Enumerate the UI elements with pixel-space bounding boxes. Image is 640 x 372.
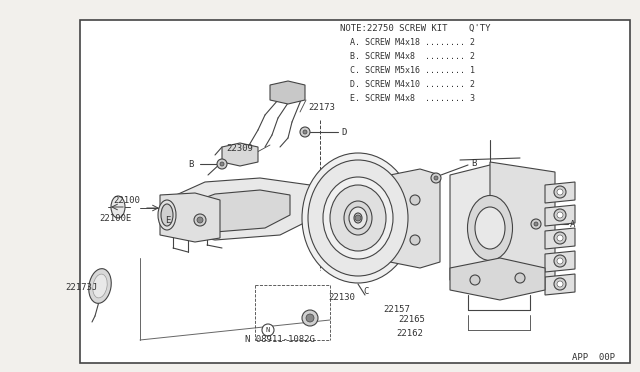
Text: 22309: 22309 — [226, 144, 253, 153]
Text: B. SCREW M4x8  ........ 2: B. SCREW M4x8 ........ 2 — [350, 51, 475, 61]
Circle shape — [431, 173, 441, 183]
Ellipse shape — [111, 196, 125, 218]
Circle shape — [303, 130, 307, 134]
Text: C: C — [363, 288, 369, 296]
Text: E. SCREW M4x8  ........ 3: E. SCREW M4x8 ........ 3 — [350, 93, 475, 103]
Text: 22130: 22130 — [328, 294, 355, 302]
Text: 22100E: 22100E — [100, 214, 132, 222]
Circle shape — [300, 127, 310, 137]
Ellipse shape — [349, 207, 367, 229]
Text: APP  00P: APP 00P — [572, 353, 615, 362]
Ellipse shape — [323, 177, 393, 259]
Polygon shape — [160, 193, 220, 242]
Polygon shape — [545, 205, 575, 226]
Text: B: B — [188, 160, 193, 169]
Text: 22173J: 22173J — [65, 283, 97, 292]
Circle shape — [262, 324, 274, 336]
Bar — [80, 20, 630, 363]
Text: A. SCREW M4x18 ........ 2: A. SCREW M4x18 ........ 2 — [350, 38, 475, 46]
Text: E: E — [165, 215, 170, 224]
Polygon shape — [545, 228, 575, 249]
Text: B: B — [471, 158, 476, 167]
Text: 22157: 22157 — [383, 305, 410, 314]
Ellipse shape — [467, 196, 513, 260]
Polygon shape — [165, 178, 310, 240]
Circle shape — [515, 273, 525, 283]
Circle shape — [557, 258, 563, 264]
Text: D: D — [341, 128, 346, 137]
Polygon shape — [450, 165, 545, 290]
Circle shape — [355, 215, 361, 221]
Circle shape — [410, 235, 420, 245]
Circle shape — [306, 314, 314, 322]
Circle shape — [554, 232, 566, 244]
Text: C. SCREW M5x16 ........ 1: C. SCREW M5x16 ........ 1 — [350, 65, 475, 74]
Polygon shape — [545, 274, 575, 295]
Circle shape — [217, 159, 227, 169]
Ellipse shape — [93, 274, 108, 298]
Circle shape — [557, 235, 563, 241]
Text: N 08911-1082G: N 08911-1082G — [245, 336, 315, 344]
Polygon shape — [185, 190, 290, 232]
Ellipse shape — [354, 213, 362, 223]
Circle shape — [220, 162, 224, 166]
Circle shape — [554, 209, 566, 221]
Polygon shape — [490, 162, 555, 293]
Text: 22165: 22165 — [398, 315, 425, 324]
Ellipse shape — [89, 269, 111, 303]
Text: A: A — [570, 219, 575, 228]
Polygon shape — [222, 143, 258, 166]
Circle shape — [470, 275, 480, 285]
Circle shape — [434, 176, 438, 180]
Circle shape — [197, 217, 203, 223]
Ellipse shape — [158, 200, 176, 230]
Circle shape — [554, 186, 566, 198]
Polygon shape — [390, 169, 440, 268]
Circle shape — [557, 212, 563, 218]
Ellipse shape — [308, 160, 408, 276]
Circle shape — [410, 195, 420, 205]
Circle shape — [554, 255, 566, 267]
Circle shape — [557, 281, 563, 287]
Polygon shape — [545, 251, 575, 272]
Text: 22162: 22162 — [396, 328, 423, 337]
Circle shape — [302, 310, 318, 326]
Text: NOTE:22750 SCREW KIT    Q'TY: NOTE:22750 SCREW KIT Q'TY — [340, 23, 490, 32]
Polygon shape — [545, 182, 575, 203]
Text: 22100: 22100 — [113, 196, 140, 205]
Circle shape — [554, 278, 566, 290]
Circle shape — [557, 189, 563, 195]
Ellipse shape — [302, 153, 414, 283]
Ellipse shape — [344, 201, 372, 235]
Text: D. SCREW M4x10 ........ 2: D. SCREW M4x10 ........ 2 — [350, 80, 475, 89]
Text: 22173: 22173 — [308, 103, 335, 112]
Text: N: N — [266, 327, 270, 333]
Ellipse shape — [330, 185, 386, 251]
Circle shape — [194, 214, 206, 226]
Polygon shape — [270, 81, 305, 104]
Polygon shape — [450, 258, 545, 300]
Ellipse shape — [475, 207, 505, 249]
Circle shape — [534, 222, 538, 226]
Ellipse shape — [161, 204, 173, 226]
Circle shape — [531, 219, 541, 229]
